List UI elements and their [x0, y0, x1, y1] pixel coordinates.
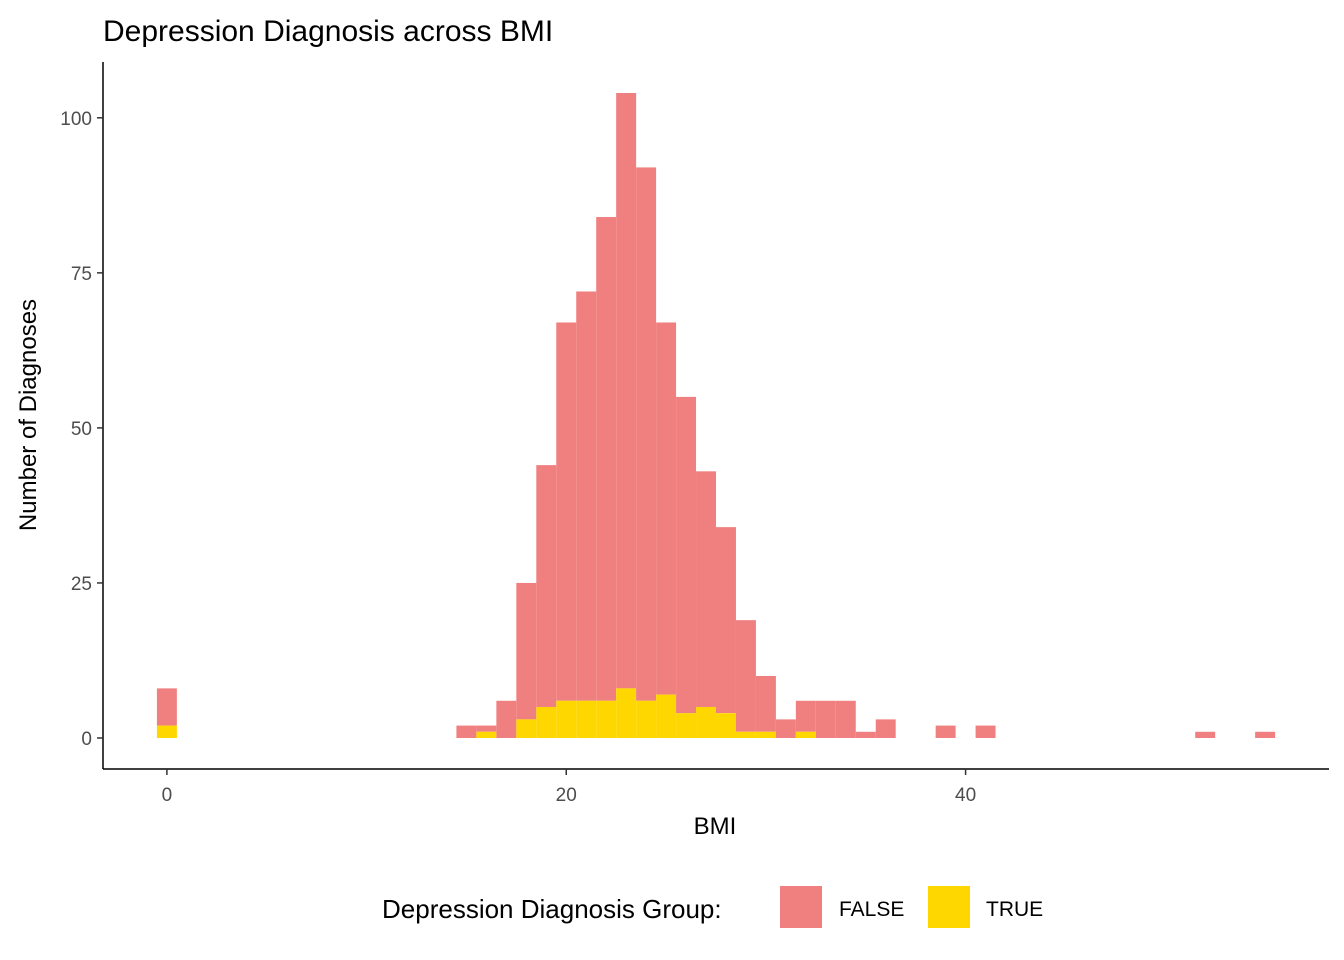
legend-key-true [928, 886, 970, 928]
bar-true [616, 688, 637, 738]
bar-false [576, 291, 597, 701]
bar-false [815, 700, 836, 738]
x-axis-title: BMI [694, 813, 737, 840]
bar-true [676, 713, 697, 738]
y-axis-title: Number of Diagnoses [15, 299, 42, 531]
bar-true [755, 731, 776, 738]
bar-false [975, 725, 996, 738]
bar-false [616, 93, 637, 689]
x-ticks: 0 20 40 [162, 769, 976, 806]
bar-true [596, 700, 617, 738]
y-tick-label: 75 [71, 264, 92, 285]
bars-layer [156, 93, 1276, 738]
bar-false [596, 217, 617, 701]
bar-false [1195, 731, 1216, 738]
bar-false [855, 731, 876, 738]
legend-label-true: TRUE [986, 898, 1043, 921]
x-tick-label: 40 [955, 785, 976, 806]
bar-false [835, 700, 856, 738]
bar-true [556, 700, 577, 738]
y-ticks: 0 25 50 75 100 [60, 109, 103, 750]
bar-true [636, 700, 657, 738]
bar-false [735, 620, 756, 732]
legend-title: Depression Diagnosis Group: [382, 894, 722, 924]
x-tick-label: 20 [556, 785, 577, 806]
bar-true [735, 731, 756, 738]
bar-false [716, 527, 736, 714]
legend-key-false [780, 886, 822, 928]
bar-false [556, 322, 577, 701]
bar-true [576, 700, 597, 738]
bar-false [795, 700, 816, 732]
bar-false [875, 719, 896, 738]
y-tick-label: 50 [71, 419, 92, 440]
chart-title: Depression Diagnosis across BMI [103, 15, 553, 48]
bar-false [775, 719, 796, 738]
y-tick-label: 0 [81, 729, 92, 750]
bar-true [516, 719, 537, 738]
bar-false [536, 465, 557, 707]
bar-false [1255, 731, 1276, 738]
bar-true [156, 725, 177, 738]
bar-false [935, 725, 956, 738]
bar-false [456, 725, 477, 738]
bar-false [656, 322, 677, 695]
bar-false [476, 725, 497, 732]
bar-false [755, 675, 776, 732]
bar-false [696, 471, 716, 707]
bar-false [636, 167, 657, 701]
bar-true [716, 713, 736, 738]
bar-false [516, 582, 537, 720]
y-tick-label: 25 [71, 574, 92, 595]
x-tick-label: 0 [162, 785, 173, 806]
bar-false [676, 396, 697, 714]
bar-false [496, 700, 517, 738]
bar-true [696, 706, 716, 738]
bar-true [656, 694, 677, 738]
bar-false [156, 688, 177, 726]
y-tick-label: 100 [60, 109, 92, 130]
legend-label-false: FALSE [839, 898, 904, 921]
bar-true [476, 731, 497, 738]
bar-true [795, 731, 816, 738]
bar-true [536, 706, 557, 738]
legend: Depression Diagnosis Group: FALSE TRUE [382, 886, 1043, 928]
